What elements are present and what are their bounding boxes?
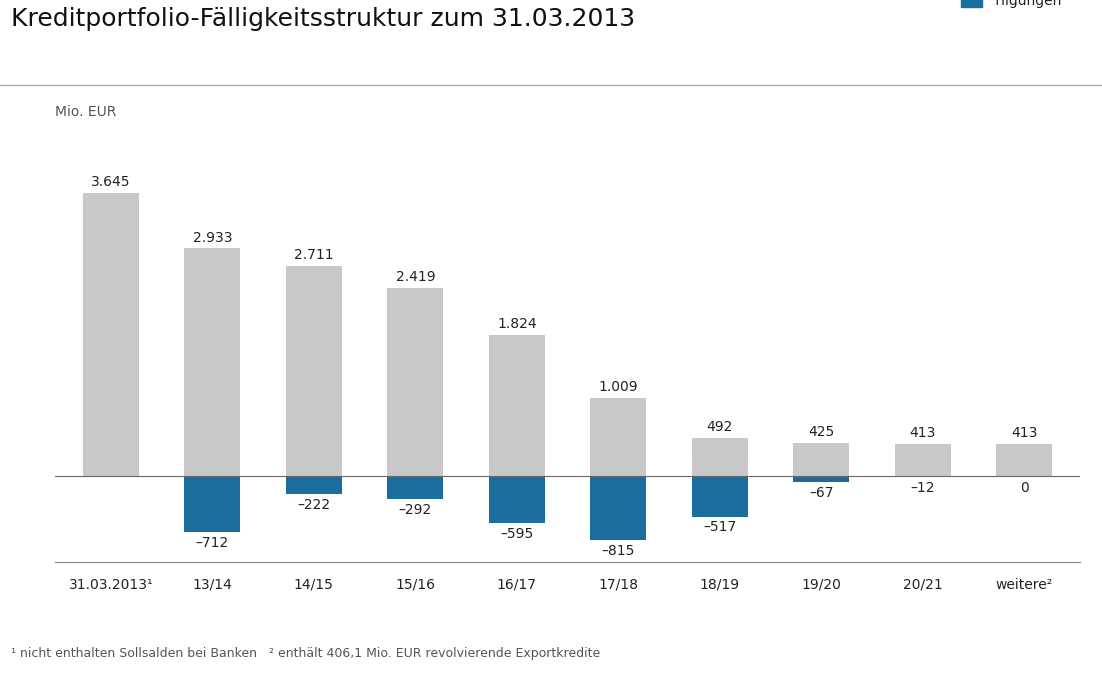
Bar	[489, 334, 544, 477]
Text: –12: –12	[910, 481, 934, 496]
Text: 2.711: 2.711	[294, 248, 334, 262]
Text: –815: –815	[602, 544, 635, 558]
Text: –517: –517	[703, 521, 736, 534]
Bar	[996, 444, 1052, 477]
Text: Kreditportfolio-Fälligkeitsstruktur zum 31.03.2013: Kreditportfolio-Fälligkeitsstruktur zum …	[11, 7, 635, 30]
Bar	[692, 477, 747, 517]
Bar	[285, 477, 342, 494]
Bar	[285, 265, 342, 477]
Text: 1.009: 1.009	[598, 380, 638, 394]
Text: 2.419: 2.419	[396, 271, 435, 284]
Text: –67: –67	[809, 485, 833, 500]
Text: Mio. EUR: Mio. EUR	[55, 105, 117, 119]
Text: –222: –222	[298, 498, 331, 512]
Bar	[591, 398, 646, 477]
Bar	[388, 288, 443, 477]
Bar	[692, 438, 747, 477]
Bar	[591, 477, 646, 540]
Text: –712: –712	[196, 536, 229, 550]
Bar	[489, 477, 544, 523]
Bar	[793, 443, 850, 477]
Text: –292: –292	[399, 503, 432, 517]
Text: 492: 492	[706, 420, 733, 434]
Text: 413: 413	[1011, 427, 1037, 441]
Bar	[184, 248, 240, 477]
Text: 0: 0	[1019, 481, 1028, 495]
Bar	[184, 477, 240, 531]
Bar	[83, 193, 139, 477]
Text: 413: 413	[909, 427, 936, 441]
Legend: Kreditstand, Tilgungen: Kreditstand, Tilgungen	[961, 0, 1073, 8]
Bar	[388, 477, 443, 499]
Text: –595: –595	[500, 527, 533, 540]
Text: 1.824: 1.824	[497, 317, 537, 331]
Bar	[793, 477, 850, 481]
Text: 2.933: 2.933	[193, 231, 233, 244]
Text: 425: 425	[808, 425, 834, 439]
Text: ¹ nicht enthalten Sollsalden bei Banken   ² enthält 406,1 Mio. EUR revolvierende: ¹ nicht enthalten Sollsalden bei Banken …	[11, 647, 601, 660]
Bar	[895, 444, 951, 477]
Text: 3.645: 3.645	[91, 175, 131, 189]
